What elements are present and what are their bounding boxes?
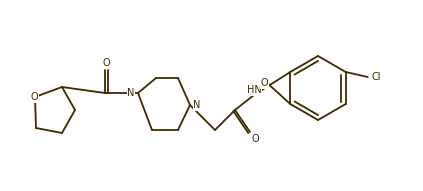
Text: N: N — [193, 100, 201, 110]
Text: O: O — [102, 58, 110, 68]
Text: N: N — [127, 88, 135, 98]
Text: Cl: Cl — [372, 72, 382, 82]
Text: HN: HN — [247, 85, 261, 95]
Text: O: O — [30, 92, 38, 102]
Text: O: O — [261, 78, 268, 88]
Text: O: O — [251, 134, 259, 144]
